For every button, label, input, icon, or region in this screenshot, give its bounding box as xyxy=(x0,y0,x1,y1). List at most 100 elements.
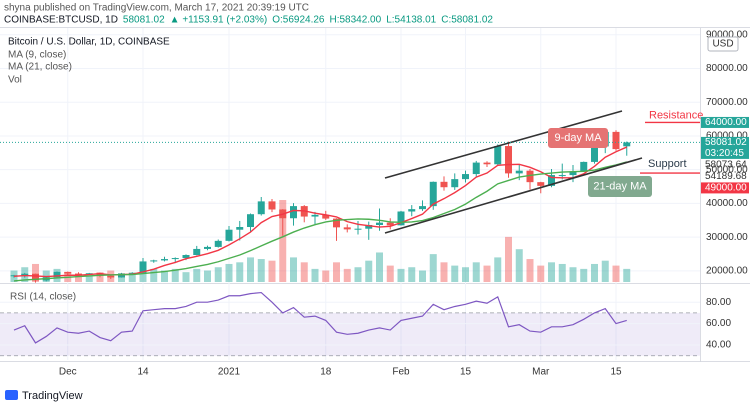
candle-body xyxy=(505,146,512,174)
candle-body xyxy=(204,246,211,249)
candle-body xyxy=(85,273,93,275)
quote-item: COINBASE:BTCUSD, 1D xyxy=(4,15,118,26)
candle-body xyxy=(591,146,598,162)
candle-body xyxy=(128,272,136,274)
candle-body xyxy=(526,170,534,183)
volume-bar xyxy=(558,263,566,282)
quote-item: 58081.02 xyxy=(123,15,165,26)
candle-body xyxy=(214,240,222,247)
x-tick-label: Feb xyxy=(392,367,410,378)
candle-body xyxy=(451,179,459,188)
rsi-label: RSI (14, close) xyxy=(10,292,76,303)
candle-body xyxy=(462,174,469,180)
y-tick-label: 30000.00 xyxy=(706,232,748,243)
footer-logo: TradingView xyxy=(5,390,83,402)
rsi-tick-label: 80.00 xyxy=(706,297,731,308)
volume-bar xyxy=(32,263,39,282)
candle-body xyxy=(483,162,491,165)
volume-bar xyxy=(591,263,598,282)
y-tick-label: 60000.00 xyxy=(706,131,748,142)
candle-body xyxy=(408,209,416,212)
volume-bar xyxy=(225,263,233,282)
volume-bar xyxy=(182,272,190,282)
logo-mark xyxy=(5,390,18,400)
x-tick-label: 2021 xyxy=(218,367,241,378)
volume-bar xyxy=(386,265,394,282)
volume-bar xyxy=(429,254,437,282)
volume-bar xyxy=(623,268,631,282)
candle-body xyxy=(397,211,405,226)
candle-body xyxy=(257,201,265,215)
price-tag-label: 49000.00 xyxy=(705,183,747,194)
volume-bar xyxy=(311,268,319,282)
volume-bar xyxy=(279,200,287,282)
x-tick-label: 15 xyxy=(610,367,622,378)
quote-item: L:54138.01 xyxy=(386,15,436,26)
candle-body xyxy=(139,261,147,273)
candle-body xyxy=(236,227,244,230)
volume-bar xyxy=(257,259,265,282)
candle-body xyxy=(150,260,158,262)
volume-bar xyxy=(118,273,125,282)
quote-item: O:56924.26 xyxy=(272,15,325,26)
candle-body xyxy=(311,214,319,217)
y-tick-label: 70000.00 xyxy=(706,97,748,108)
volume-bar xyxy=(322,270,330,282)
y-tick-label: 80000.00 xyxy=(706,63,748,74)
price-tag-label: 58073.64 xyxy=(705,160,747,171)
volume-bar xyxy=(569,267,577,282)
candle-body xyxy=(247,214,254,228)
candle-body xyxy=(53,271,61,278)
candle-body xyxy=(182,255,190,259)
price-tag-label: 58081.02 xyxy=(705,137,747,148)
y-tick-label: 40000.00 xyxy=(706,198,748,209)
candle-body xyxy=(365,224,373,229)
volume-bar xyxy=(268,260,276,282)
price-tag xyxy=(701,136,749,159)
annotation-box xyxy=(588,176,652,197)
price-tag xyxy=(701,116,749,128)
pane-separator xyxy=(0,283,750,284)
volume-bar xyxy=(440,262,448,282)
candle-body xyxy=(290,206,297,219)
rsi-tick-label: 60.00 xyxy=(706,318,731,329)
candle-body xyxy=(472,162,480,175)
volume-bar xyxy=(472,262,480,282)
volume-bar xyxy=(515,249,523,282)
candle-body xyxy=(32,273,39,281)
volume-bar xyxy=(75,273,82,282)
price-tag-sublabel: 03:20:45 xyxy=(705,148,744,159)
volume-bar xyxy=(247,257,254,282)
candle-body xyxy=(161,259,168,261)
volume-bar xyxy=(580,268,588,282)
volume-bar xyxy=(419,270,426,282)
x-tick-label: Mar xyxy=(532,367,550,378)
annotation-text: 21-day MA xyxy=(593,180,647,192)
candle-body xyxy=(537,182,545,186)
volume-bar xyxy=(300,262,308,282)
candle-body xyxy=(193,248,201,256)
pane-border xyxy=(0,27,750,28)
volume-bar xyxy=(505,236,512,282)
level-label: Support xyxy=(648,158,687,170)
candle-body xyxy=(440,181,448,188)
candle-body xyxy=(548,175,555,186)
upper-trendline xyxy=(384,110,623,179)
volume-bar xyxy=(526,259,534,282)
candle-body xyxy=(21,273,29,276)
pane-separator xyxy=(0,361,750,362)
volume-bar xyxy=(397,268,405,282)
volume-bar xyxy=(214,267,222,282)
volume-bar xyxy=(333,262,340,282)
overlay: Resistance Support 9-day MA 21-day MA xyxy=(0,109,703,197)
level-label: Resistance xyxy=(649,109,703,121)
publisher-line: shyna published on TradingView.com, Marc… xyxy=(4,3,309,14)
volume-bar xyxy=(236,262,244,282)
volume-bar xyxy=(483,265,491,282)
volume-bar xyxy=(85,275,93,282)
volume-bar xyxy=(451,265,459,282)
currency-label: USD xyxy=(712,39,733,50)
candle-body xyxy=(623,142,631,147)
